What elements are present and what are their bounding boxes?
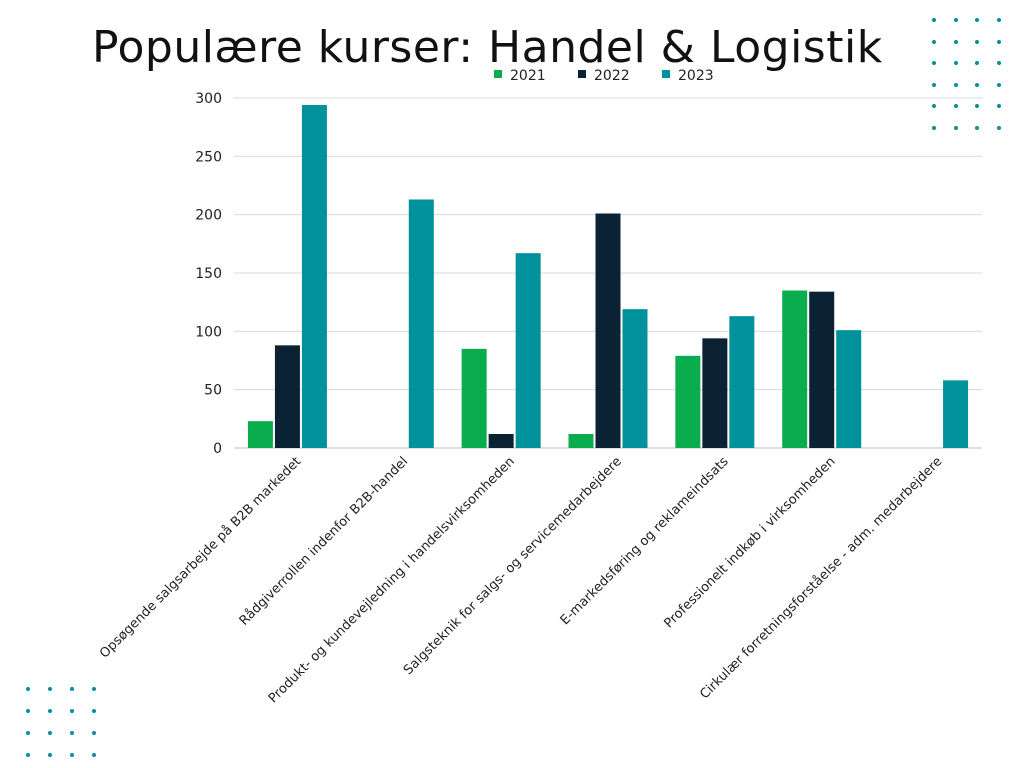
decor-dot [975, 82, 979, 87]
decor-dot [26, 687, 30, 691]
y-tick-label: 50 [204, 383, 222, 399]
decor-dot [48, 709, 52, 713]
decor-dot [932, 18, 936, 22]
decor-dot [953, 104, 958, 108]
decor-dot [953, 39, 958, 44]
decor-dot [70, 687, 74, 691]
legend-swatch-2022 [578, 70, 586, 78]
decor-dot [996, 39, 1001, 44]
decor-dot [48, 731, 52, 735]
decor-dot [996, 125, 1001, 130]
bar-2022-4 [595, 213, 621, 448]
decor-dot [996, 82, 1001, 87]
decor-dot [932, 39, 936, 44]
x-category-label: Produkt- og kundevejledning i handelsvir… [266, 454, 518, 706]
bar-2022-3 [488, 434, 514, 448]
decor-dot [26, 709, 30, 713]
decor-dot [48, 753, 52, 757]
x-category-label: Professionelt indkøb i virksomheden [661, 454, 838, 631]
decorative-dots-bottom-left [26, 687, 102, 763]
decor-dot [92, 753, 96, 757]
decor-dot [70, 709, 74, 713]
y-tick-label: 250 [195, 149, 222, 165]
decor-dot [975, 61, 979, 65]
slide-title: Populære kurser: Handel & Logistik [92, 22, 883, 73]
x-category-label: E-markedsføring og reklameindsats [558, 454, 732, 628]
decor-dot [953, 125, 958, 130]
decor-dot [996, 18, 1001, 22]
legend-label-2021: 2021 [510, 68, 546, 84]
bar-2021-3 [461, 348, 487, 448]
decor-dot [975, 125, 979, 130]
x-category-label: Rådgiverrollen indenfor B2B-handel [237, 454, 411, 628]
decor-dot [26, 731, 30, 735]
bar-2023-6 [836, 330, 862, 448]
decor-dot [932, 125, 936, 130]
decor-dot [975, 18, 979, 22]
x-category-label: Salgsteknik for salgs- og servicemedarbe… [401, 454, 625, 678]
decor-dot [932, 61, 936, 65]
decor-dot [932, 82, 936, 87]
bar-2022-5 [702, 338, 728, 448]
bar-2023-7 [943, 380, 969, 448]
decor-dot [996, 61, 1001, 65]
bar-2021-6 [782, 290, 808, 448]
y-tick-label: 0 [213, 441, 222, 457]
y-tick-label: 200 [195, 208, 222, 224]
y-tick-label: 150 [195, 266, 222, 282]
decor-dot [996, 104, 1001, 108]
bar-2021-1 [247, 421, 273, 448]
bar-2021-5 [675, 355, 701, 448]
decor-dot [48, 687, 52, 691]
legend-label-2022: 2022 [594, 68, 630, 84]
bar-2021-4 [568, 434, 594, 448]
decor-dot [92, 687, 96, 691]
legend-swatch-2021 [494, 70, 502, 78]
decor-dot [953, 18, 958, 22]
decor-dot [975, 39, 979, 44]
y-tick-label: 300 [195, 91, 222, 107]
bar-2022-1 [274, 345, 300, 448]
decor-dot [975, 104, 979, 108]
decor-dot [70, 731, 74, 735]
decor-dot [953, 82, 958, 87]
x-category-label: Cirkulær forretningsforståelse - adm. me… [697, 454, 945, 702]
legend-swatch-2023 [662, 70, 670, 78]
y-tick-label: 100 [195, 324, 222, 340]
bar-2023-2 [408, 199, 434, 448]
decor-dot [70, 753, 74, 757]
bar-2022-6 [809, 291, 835, 448]
decor-dot [953, 61, 958, 65]
legend-label-2023: 2023 [678, 68, 714, 84]
bar-2023-3 [515, 253, 541, 448]
decor-dot [932, 104, 936, 108]
decor-dot [26, 753, 30, 757]
bar-2023-5 [729, 316, 755, 448]
decor-dot [92, 709, 96, 713]
x-category-label: Opsøgende salgsarbejde på B2B markedet [97, 454, 304, 661]
bar-2023-4 [622, 309, 648, 448]
decor-dot [92, 731, 96, 735]
decorative-dots-top-right [932, 18, 1012, 134]
bar-2023-1 [301, 105, 327, 448]
